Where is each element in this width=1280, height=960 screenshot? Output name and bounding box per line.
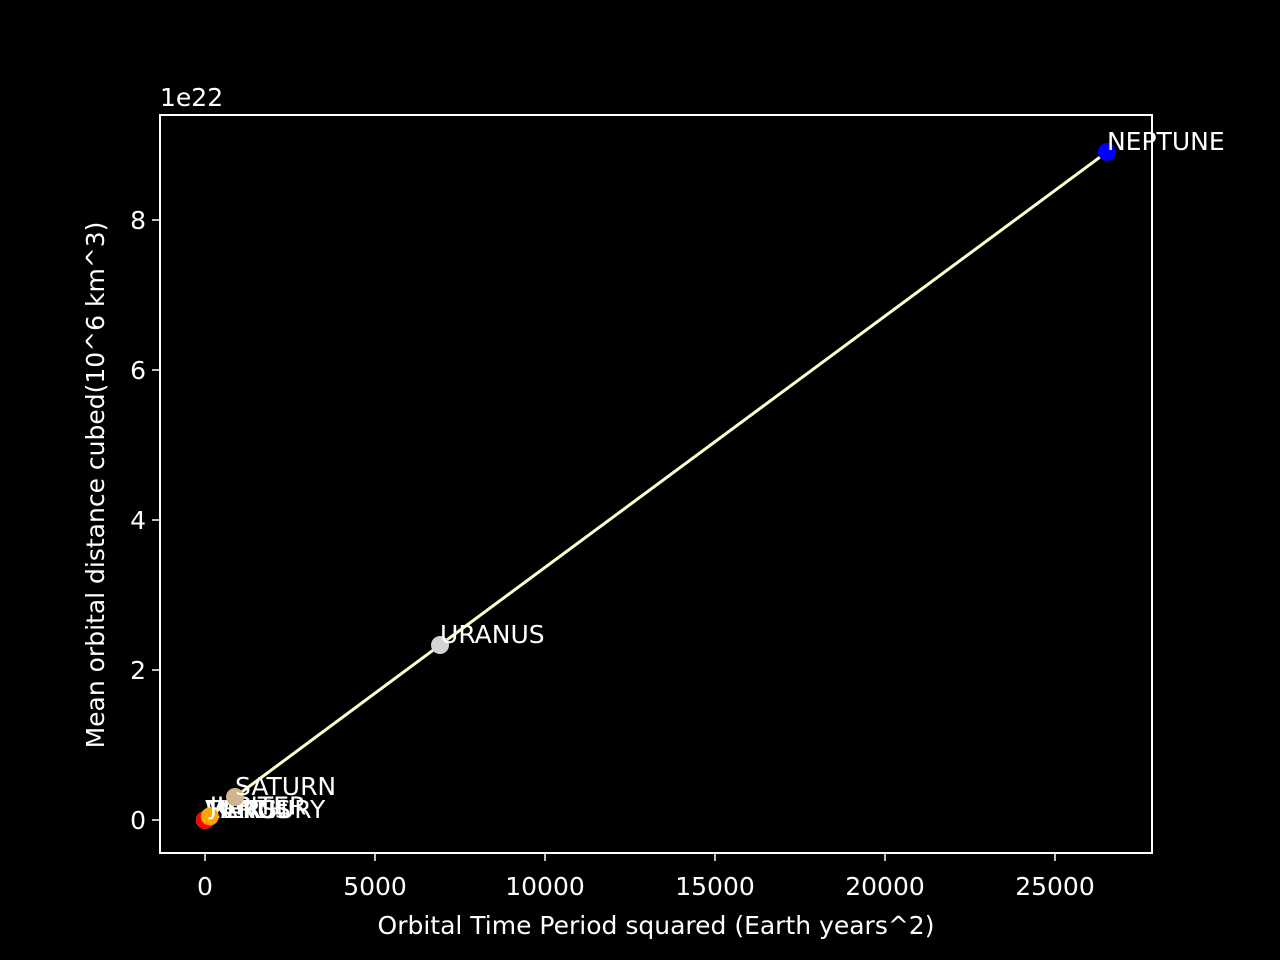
x-tick-label: 0 <box>197 872 213 901</box>
y-tick-label: 4 <box>130 506 146 535</box>
point-label: URANUS <box>440 620 545 649</box>
y-tick-label: 0 <box>130 806 146 835</box>
point-label: MERCURY <box>205 795 326 824</box>
x-tick-label: 15000 <box>675 872 755 901</box>
x-tick-label: 25000 <box>1015 872 1095 901</box>
fit-line <box>204 150 1108 822</box>
y-tick-label: 2 <box>130 656 146 685</box>
point <box>200 807 219 826</box>
point-label: SATURN <box>235 772 336 801</box>
point <box>1097 142 1116 161</box>
y-tick-label: 6 <box>130 356 146 385</box>
y-axis-label: Mean orbital distance cubed(10^6 km^3) <box>81 222 110 749</box>
point-label: VENUS <box>205 795 291 824</box>
x-axis-label: Orbital Time Period squared (Earth years… <box>378 911 935 940</box>
x-tick-label: 10000 <box>505 872 585 901</box>
point <box>431 636 450 655</box>
x-tick-label: 5000 <box>343 872 407 901</box>
y-tick-label: 8 <box>130 206 146 235</box>
point-label: NEPTUNE <box>1107 127 1225 156</box>
point-label: JUPITER <box>208 791 307 820</box>
point-label: EARTH <box>205 795 288 824</box>
y-offset-label: 1e22 <box>160 83 223 112</box>
plot-frame <box>159 114 1153 854</box>
point <box>226 787 245 806</box>
x-tick-label: 20000 <box>845 872 925 901</box>
